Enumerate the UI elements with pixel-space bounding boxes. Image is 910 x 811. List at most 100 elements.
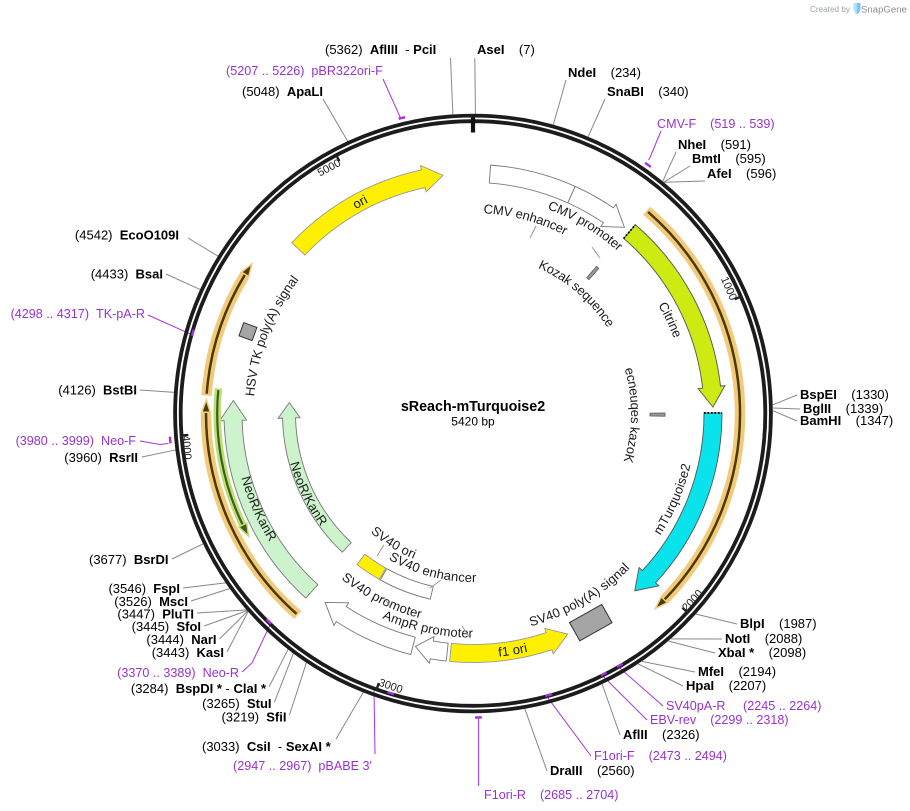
svg-text:(3370 .. 3389) Neo-R: (3370 .. 3389) Neo-R: [117, 666, 239, 680]
svg-text:4000: 4000: [179, 435, 193, 460]
svg-text:F1ori-F (2473 .. 2494): F1ori-F (2473 .. 2494): [594, 749, 727, 763]
svg-text:o: o: [398, 600, 410, 617]
svg-text:h: h: [435, 566, 445, 582]
svg-text:e: e: [421, 563, 432, 579]
svg-text:): ): [266, 305, 281, 316]
svg-text:AflII (2326): AflII (2326): [623, 727, 700, 742]
svg-text:r: r: [468, 625, 473, 640]
svg-text:e: e: [465, 570, 473, 585]
svg-text:(: (: [261, 317, 277, 328]
svg-text:DraIII (2560): DraIII (2560): [550, 763, 635, 778]
svg-text:r: r: [663, 314, 679, 325]
svg-text:R: R: [407, 616, 420, 633]
svg-text:l: l: [572, 596, 582, 611]
svg-text:r: r: [376, 592, 387, 608]
svg-text:n: n: [428, 564, 439, 580]
svg-text:o: o: [623, 445, 639, 455]
svg-text:(3546) FspI: (3546) FspI: [108, 581, 180, 596]
svg-text:N: N: [238, 474, 255, 487]
svg-text:z: z: [625, 439, 641, 448]
svg-text:i: i: [360, 192, 369, 207]
svg-text:u: u: [627, 395, 643, 404]
svg-text:1: 1: [501, 643, 510, 659]
svg-text:k: k: [627, 426, 643, 435]
svg-text:t: t: [405, 603, 413, 619]
svg-text:m: m: [387, 596, 403, 614]
svg-text:r: r: [356, 193, 367, 209]
svg-text:q: q: [628, 402, 643, 410]
svg-text:h: h: [528, 209, 539, 225]
svg-text:e: e: [461, 625, 469, 640]
svg-text:(3960) RsrII: (3960) RsrII: [64, 450, 138, 465]
svg-text:i: i: [672, 481, 687, 489]
svg-text:o: o: [511, 642, 521, 658]
svg-text:a: a: [626, 432, 642, 442]
svg-text:(3444) NarI: (3444) NarI: [146, 632, 216, 647]
svg-text:r: r: [518, 641, 526, 657]
svg-text:BmtI (595): BmtI (595): [692, 151, 766, 166]
svg-text:c: c: [624, 373, 640, 383]
svg-text:H: H: [242, 386, 258, 397]
svg-text:(3033) CsiI - SexAI *: (3033) CsiI - SexAI *: [202, 739, 332, 754]
svg-text:XbaI * (2098): XbaI * (2098): [718, 645, 806, 660]
svg-text:r: r: [581, 215, 593, 230]
svg-text:a: a: [443, 568, 453, 584]
svg-text:r: r: [427, 621, 435, 637]
svg-text:(3219) SfiI: (3219) SfiI: [221, 710, 286, 725]
svg-text:V: V: [502, 203, 513, 219]
svg-text:M: M: [492, 202, 505, 218]
svg-text:SnapGene: SnapGene: [861, 5, 907, 16]
svg-text:BamHI (1347): BamHI (1347): [800, 413, 893, 428]
svg-text:Created by: Created by: [810, 5, 851, 14]
svg-text:5420 bp: 5420 bp: [451, 415, 495, 429]
svg-text:sReach-mTurquoise2: sReach-mTurquoise2: [401, 399, 545, 415]
svg-text:T: T: [247, 357, 263, 368]
svg-text:o: o: [450, 624, 458, 640]
svg-text:BlpI (1987): BlpI (1987): [740, 616, 817, 631]
svg-text:(4542) EcoO109I: (4542) EcoO109I: [75, 228, 179, 243]
svg-text:i: i: [274, 293, 288, 303]
svg-text:e: e: [628, 410, 643, 417]
svg-text:e: e: [241, 483, 258, 495]
svg-text:(3677) BsrDI: (3677) BsrDI: [89, 552, 169, 567]
svg-text:e: e: [622, 366, 638, 377]
svg-text:p: p: [252, 337, 269, 349]
svg-text:K: K: [249, 348, 266, 361]
svg-text:n: n: [625, 380, 641, 390]
svg-text:NotI (2088): NotI (2088): [725, 631, 802, 646]
svg-text:t: t: [661, 310, 676, 320]
svg-text:e: e: [514, 206, 524, 222]
svg-text:(4126) BstBI: (4126) BstBI: [58, 383, 137, 398]
svg-text:BspEI (1330): BspEI (1330): [800, 387, 889, 402]
svg-text:NdeI (234): NdeI (234): [568, 65, 641, 80]
svg-text:s: s: [628, 417, 643, 425]
svg-text:(5048) ApaLI: (5048) ApaLI: [242, 84, 323, 99]
svg-text:/: /: [299, 490, 314, 500]
svg-text:f: f: [497, 644, 503, 659]
svg-text:CMV-F (519 .. 539): CMV-F (519 .. 539): [657, 117, 775, 131]
svg-text:(4298 .. 4317) TK-pA-R: (4298 .. 4317) TK-pA-R: [11, 307, 145, 321]
svg-text:l: l: [288, 272, 302, 283]
svg-text:NheI (591): NheI (591): [678, 137, 751, 152]
svg-text:(2947 .. 2967) pBABE 3': (2947 .. 2967) pBABE 3': [233, 759, 372, 773]
svg-text:l: l: [257, 327, 272, 335]
svg-text:p: p: [420, 620, 430, 636]
svg-text:C: C: [483, 201, 493, 217]
svg-text:N: N: [287, 460, 304, 473]
svg-text:AseI (7): AseI (7): [477, 42, 535, 57]
svg-text:2: 2: [677, 462, 693, 473]
svg-text:e: e: [675, 469, 691, 480]
svg-text:(3265) StuI: (3265) StuI: [202, 696, 271, 711]
svg-text:s: s: [673, 475, 689, 486]
svg-text:V: V: [244, 368, 260, 380]
svg-text:i: i: [410, 547, 419, 562]
svg-text:F1ori-R (2685 .. 2704): F1ori-R (2685 .. 2704): [484, 788, 618, 802]
svg-text:i: i: [660, 308, 675, 318]
svg-text:o: o: [431, 622, 441, 638]
svg-text:r: r: [472, 570, 477, 585]
svg-text:i: i: [522, 640, 528, 655]
svg-text:t: t: [457, 625, 462, 640]
svg-text:(3445) SfoI: (3445) SfoI: [132, 619, 201, 634]
svg-text:n: n: [521, 207, 532, 223]
svg-text:S: S: [243, 377, 259, 388]
